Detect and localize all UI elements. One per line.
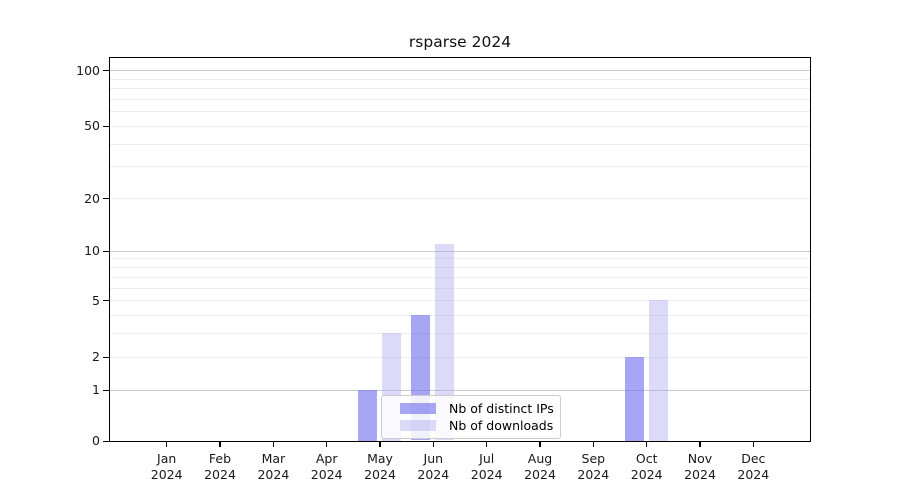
x-tick-month: Sep — [581, 451, 606, 466]
y-tick — [103, 70, 109, 72]
x-tick-month: Mar — [261, 451, 286, 466]
x-tick — [699, 442, 701, 447]
x-tick-year: 2024 — [310, 467, 343, 482]
x-tick-year: 2024 — [417, 467, 450, 482]
gridline-minor — [109, 111, 810, 113]
legend-swatch-downloads — [400, 420, 436, 431]
x-tick-month: Dec — [741, 451, 766, 466]
chart-title: rsparse 2024 — [408, 33, 512, 51]
gridline-minor — [109, 125, 810, 127]
x-tick-month: Oct — [635, 451, 658, 466]
gridline-minor — [109, 356, 810, 358]
x-tick-label: Jun 2024 — [403, 451, 463, 483]
x-tick — [326, 442, 328, 447]
bar-distinct-ips — [358, 389, 377, 441]
y-tick — [103, 300, 109, 302]
gridline-major — [109, 389, 810, 391]
legend-item-distinct-ips: Nb of distinct IPs — [400, 400, 554, 417]
x-tick-label: Aug 2024 — [510, 451, 570, 483]
gridline-minor — [109, 258, 810, 260]
gridline-minor — [109, 166, 810, 168]
gridline-minor — [109, 98, 810, 100]
x-tick-label: Apr 2024 — [297, 451, 357, 483]
x-tick-label: Sep 2024 — [563, 451, 623, 483]
x-tick-year: 2024 — [470, 467, 503, 482]
x-tick-month: Feb — [208, 451, 232, 466]
gridline-major — [109, 70, 810, 72]
x-tick-year: 2024 — [204, 467, 236, 482]
gridline-minor — [109, 300, 810, 301]
x-tick-month: Aug — [527, 451, 553, 466]
x-tick-year: 2024 — [684, 467, 716, 482]
gridline-minor — [109, 198, 810, 199]
x-tick-month: Jul — [479, 451, 495, 466]
gridline-minor — [109, 78, 810, 80]
x-tick-label: Mar 2024 — [243, 451, 303, 483]
y-tick — [103, 356, 109, 358]
x-tick — [646, 442, 648, 447]
y-tick — [103, 250, 109, 252]
x-tick — [432, 442, 434, 447]
x-tick-month: Apr — [315, 451, 338, 466]
legend-label-downloads: Nb of downloads — [449, 418, 554, 433]
legend-swatch-distinct-ips — [400, 403, 436, 414]
x-tick-month: Nov — [687, 451, 713, 466]
x-tick-month: May — [367, 451, 393, 466]
x-tick-year: 2024 — [577, 467, 610, 482]
x-tick-year: 2024 — [524, 467, 556, 482]
y-tick — [103, 440, 109, 442]
x-tick — [379, 442, 381, 447]
y-tick-label: 2 — [92, 349, 100, 364]
bar-downloads — [435, 243, 455, 441]
y-tick-label: 0 — [92, 433, 100, 448]
x-tick-label: Dec 2024 — [723, 451, 783, 483]
y-tick-label: 10 — [84, 243, 100, 259]
x-tick-year: 2024 — [364, 467, 396, 482]
x-tick-year: 2024 — [257, 467, 290, 482]
y-tick-label: 1 — [92, 382, 100, 397]
x-tick — [219, 442, 221, 447]
x-tick — [752, 442, 754, 447]
bar-distinct-ips — [624, 356, 644, 441]
x-tick — [539, 442, 541, 447]
y-tick-label: 20 — [84, 190, 100, 206]
bar-downloads — [648, 300, 668, 441]
x-tick-month: Jan — [157, 451, 177, 466]
x-tick — [272, 442, 274, 447]
legend-label-distinct-ips: Nb of distinct IPs — [449, 401, 554, 416]
x-tick-month: Jun — [423, 451, 444, 466]
y-tick — [103, 125, 109, 127]
gridline-minor — [109, 333, 810, 334]
x-tick-label: May 2024 — [350, 451, 410, 483]
x-tick — [486, 442, 488, 447]
legend-item-downloads: Nb of downloads — [400, 417, 554, 434]
x-tick-label: Feb 2024 — [190, 451, 250, 483]
x-tick — [166, 442, 168, 447]
y-tick-label: 50 — [84, 118, 100, 134]
x-tick-label: Oct 2024 — [617, 451, 677, 483]
gridline-minor — [109, 276, 810, 278]
x-tick — [592, 442, 594, 447]
y-tick-label: 5 — [92, 292, 100, 308]
y-tick-label: 100 — [76, 62, 100, 78]
gridline-minor — [109, 267, 810, 268]
legend: Nb of distinct IPs Nb of downloads — [381, 395, 561, 439]
x-tick-year: 2024 — [630, 467, 663, 482]
plot-area — [108, 56, 811, 442]
x-tick-label: Jul 2024 — [457, 451, 517, 483]
x-tick-year: 2024 — [737, 467, 770, 482]
gridline-minor — [109, 143, 810, 145]
gridline-minor — [109, 314, 810, 316]
gridline-major — [109, 250, 810, 252]
gridline-minor — [109, 287, 810, 289]
x-tick-label: Nov 2024 — [670, 451, 730, 483]
y-tick — [103, 198, 109, 200]
y-tick — [103, 389, 109, 391]
x-tick-label: Jan 2024 — [137, 451, 197, 483]
x-tick-year: 2024 — [150, 467, 183, 482]
gridline-minor — [109, 88, 810, 90]
